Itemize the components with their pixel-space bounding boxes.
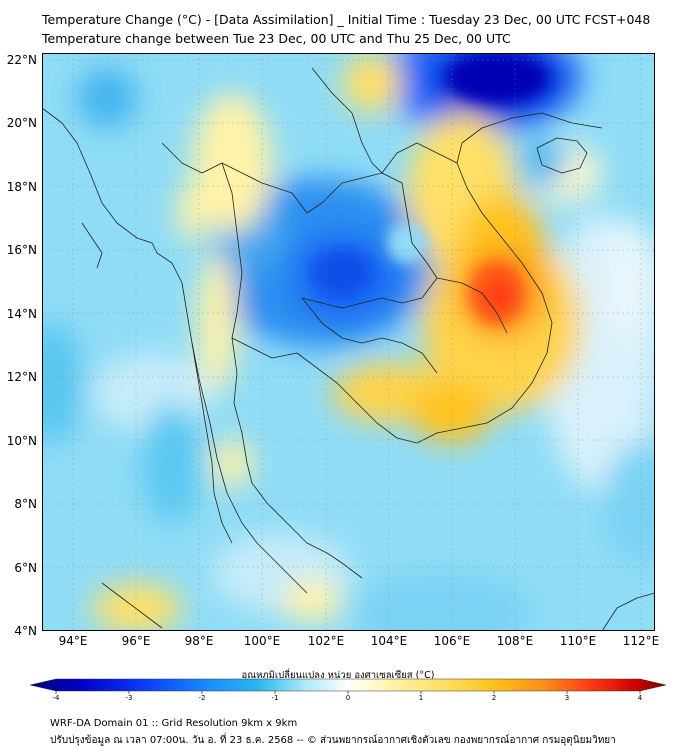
colorbar-tick-label: 2 xyxy=(491,694,497,702)
lon-label: 110°E xyxy=(559,634,597,648)
colorbar-tick-label: -2 xyxy=(198,694,206,702)
lon-label: 96°E xyxy=(121,634,151,648)
colorbar xyxy=(30,678,666,694)
colorbar-tick-label: -3 xyxy=(125,694,133,702)
colorbar-tick-label: 1 xyxy=(418,694,424,702)
lat-label: 22°N xyxy=(6,53,37,67)
lat-label: 4°N xyxy=(14,624,37,638)
lat-label: 12°N xyxy=(6,370,37,384)
lon-label: 94°E xyxy=(58,634,88,648)
temperature-change-map xyxy=(42,53,655,631)
map-title: Temperature Change (°C) - [Data Assimila… xyxy=(42,12,651,27)
lon-label: 112°E xyxy=(622,634,660,648)
colorbar-tick-label: -4 xyxy=(52,694,60,702)
lat-label: 10°N xyxy=(6,434,37,448)
lat-label: 8°N xyxy=(14,497,37,511)
lon-label: 100°E xyxy=(243,634,281,648)
lon-label: 108°E xyxy=(496,634,534,648)
lat-label: 20°N xyxy=(6,116,37,130)
colorbar-tick-label: -1 xyxy=(271,694,279,702)
lon-label: 98°E xyxy=(184,634,214,648)
coastlines-and-borders xyxy=(42,67,655,631)
map-subtitle: Temperature change between Tue 23 Dec, 0… xyxy=(42,31,511,46)
lat-label: 6°N xyxy=(14,561,37,575)
lat-label: 18°N xyxy=(6,180,37,194)
update-credit: ปรับปรุงข้อมูล ณ เวลา 07:00น. วัน อ. ที่… xyxy=(50,735,616,746)
lat-label: 16°N xyxy=(6,243,37,257)
colorbar-title: อุณหภูมิเปลี่ยนแปลง หน่วย องศาเซลเซียส (… xyxy=(241,670,435,681)
lon-label: 106°E xyxy=(433,634,471,648)
colorbar-tick-label: 0 xyxy=(345,694,351,702)
graticule xyxy=(42,53,655,631)
colorbar-tick-label: 3 xyxy=(564,694,570,702)
colorbar-tick-label: 4 xyxy=(637,694,643,702)
lat-label: 14°N xyxy=(6,307,37,321)
lon-label: 104°E xyxy=(370,634,408,648)
lon-label: 102°E xyxy=(307,634,345,648)
model-info: WRF-DA Domain 01 :: Grid Resolution 9km … xyxy=(50,718,298,729)
